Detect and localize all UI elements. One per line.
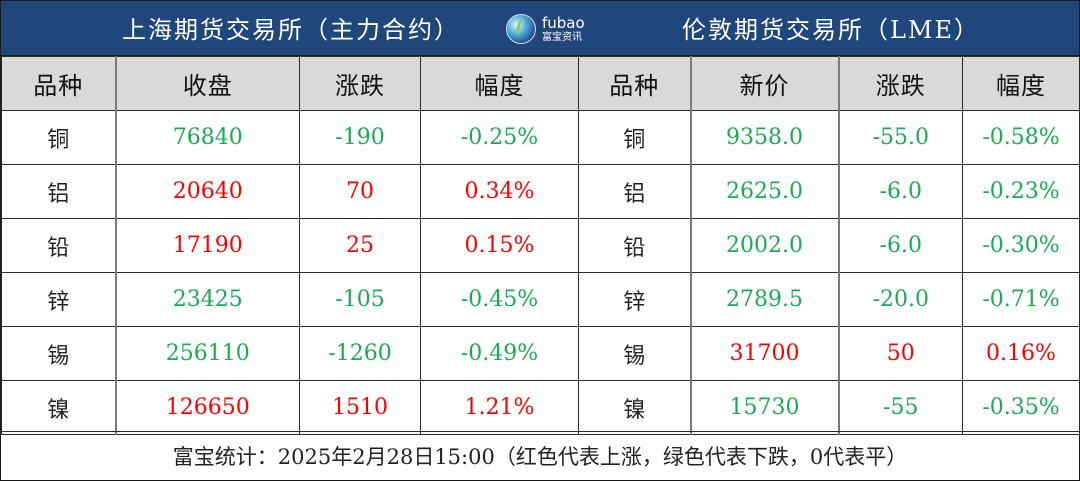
lme-col-price: 新价 bbox=[689, 56, 839, 111]
table-row: 锡 256110 -1260 -0.49% 锡 31700 50 0.16% bbox=[1, 326, 1080, 381]
lme-change: -55.0 bbox=[837, 110, 963, 165]
metal-name: 锡 bbox=[578, 326, 691, 381]
lme-col-change: 涨跌 bbox=[837, 56, 963, 111]
shfe-title: 上海期货交易所（主力合约） bbox=[122, 16, 460, 44]
shfe-close: 76840 bbox=[114, 110, 300, 165]
lme-price: 2002.0 bbox=[689, 218, 839, 273]
shfe-close: 20640 bbox=[114, 164, 300, 219]
lme-pct: -0.23% bbox=[962, 164, 1080, 219]
lme-col-metal: 品种 bbox=[578, 56, 691, 111]
lme-pct: -0.71% bbox=[962, 272, 1080, 327]
metal-name: 镍 bbox=[578, 380, 691, 435]
lme-change: -20.0 bbox=[837, 272, 963, 327]
footer-note: 富宝统计：2025年2月28日15:00（红色代表上涨，绿色代表下跌，0代表平） bbox=[1, 431, 1079, 481]
shfe-pct: -0.49% bbox=[420, 326, 579, 381]
lme-title: 伦敦期货交易所（LME） bbox=[681, 16, 981, 44]
title-bar: 上海期货交易所（主力合约） fubao 富宝资讯 伦敦期货交易所（LME） bbox=[1, 1, 1079, 56]
price-table: 品种 收盘 涨跌 幅度 品种 新价 涨跌 幅度 铜 76840 -190 -0.… bbox=[1, 56, 1080, 435]
lme-change: -6.0 bbox=[837, 218, 963, 273]
column-header-row: 品种 收盘 涨跌 幅度 品种 新价 涨跌 幅度 bbox=[1, 56, 1080, 111]
table-row: 铝 20640 70 0.34% 铝 2625.0 -6.0 -0.23% bbox=[1, 164, 1080, 219]
shfe-col-metal: 品种 bbox=[1, 56, 116, 111]
metal-name: 铅 bbox=[578, 218, 691, 273]
shfe-change: -1260 bbox=[299, 326, 421, 381]
shfe-change: 70 bbox=[299, 164, 421, 219]
metal-name: 铜 bbox=[578, 110, 691, 165]
shfe-close: 256110 bbox=[114, 326, 300, 381]
lme-change: -55 bbox=[837, 380, 963, 435]
lme-price: 31700 bbox=[689, 326, 839, 381]
lme-pct: -0.35% bbox=[962, 380, 1080, 435]
table-row: 铅 17190 25 0.15% 铅 2002.0 -6.0 -0.30% bbox=[1, 218, 1080, 273]
logo-name-en: fubao bbox=[542, 13, 585, 32]
shfe-close: 126650 bbox=[114, 380, 300, 435]
lme-price: 9358.0 bbox=[689, 110, 839, 165]
metal-name: 锌 bbox=[1, 272, 116, 327]
shfe-pct: -0.25% bbox=[420, 110, 579, 165]
metal-name: 铝 bbox=[1, 164, 116, 219]
lme-price: 15730 bbox=[689, 380, 839, 435]
fubao-logo: fubao 富宝资讯 bbox=[506, 13, 585, 45]
lme-price: 2789.5 bbox=[689, 272, 839, 327]
table-row: 铜 76840 -190 -0.25% 铜 9358.0 -55.0 -0.58… bbox=[1, 110, 1080, 165]
metal-name: 铜 bbox=[1, 110, 116, 165]
shfe-col-pct: 幅度 bbox=[420, 56, 579, 111]
metal-name: 铝 bbox=[578, 164, 691, 219]
lme-pct: -0.58% bbox=[962, 110, 1080, 165]
table-row: 镍 126650 1510 1.21% 镍 15730 -55 -0.35% bbox=[1, 380, 1080, 435]
shfe-change: -105 bbox=[299, 272, 421, 327]
lme-change: 50 bbox=[837, 326, 963, 381]
table-row: 锌 23425 -105 -0.45% 锌 2789.5 -20.0 -0.71… bbox=[1, 272, 1080, 327]
lme-pct: 0.16% bbox=[962, 326, 1080, 381]
shfe-change: -190 bbox=[299, 110, 421, 165]
shfe-col-close: 收盘 bbox=[114, 56, 300, 111]
lme-change: -6.0 bbox=[837, 164, 963, 219]
logo-name-cn: 富宝资讯 bbox=[542, 31, 582, 43]
shfe-close: 23425 bbox=[114, 272, 300, 327]
metal-name: 镍 bbox=[1, 380, 116, 435]
metal-name: 铅 bbox=[1, 218, 116, 273]
shfe-pct: 0.34% bbox=[420, 164, 579, 219]
shfe-pct: 1.21% bbox=[420, 380, 579, 435]
shfe-close: 17190 bbox=[114, 218, 300, 273]
lme-col-pct: 幅度 bbox=[962, 56, 1080, 111]
shfe-change: 1510 bbox=[299, 380, 421, 435]
shfe-pct: 0.15% bbox=[420, 218, 579, 273]
lme-pct: -0.30% bbox=[962, 218, 1080, 273]
shfe-change: 25 bbox=[299, 218, 421, 273]
fubao-logo-icon bbox=[506, 14, 536, 44]
metal-name: 锡 bbox=[1, 326, 116, 381]
lme-price: 2625.0 bbox=[689, 164, 839, 219]
metal-name: 锌 bbox=[578, 272, 691, 327]
shfe-col-change: 涨跌 bbox=[299, 56, 421, 111]
shfe-pct: -0.45% bbox=[420, 272, 579, 327]
